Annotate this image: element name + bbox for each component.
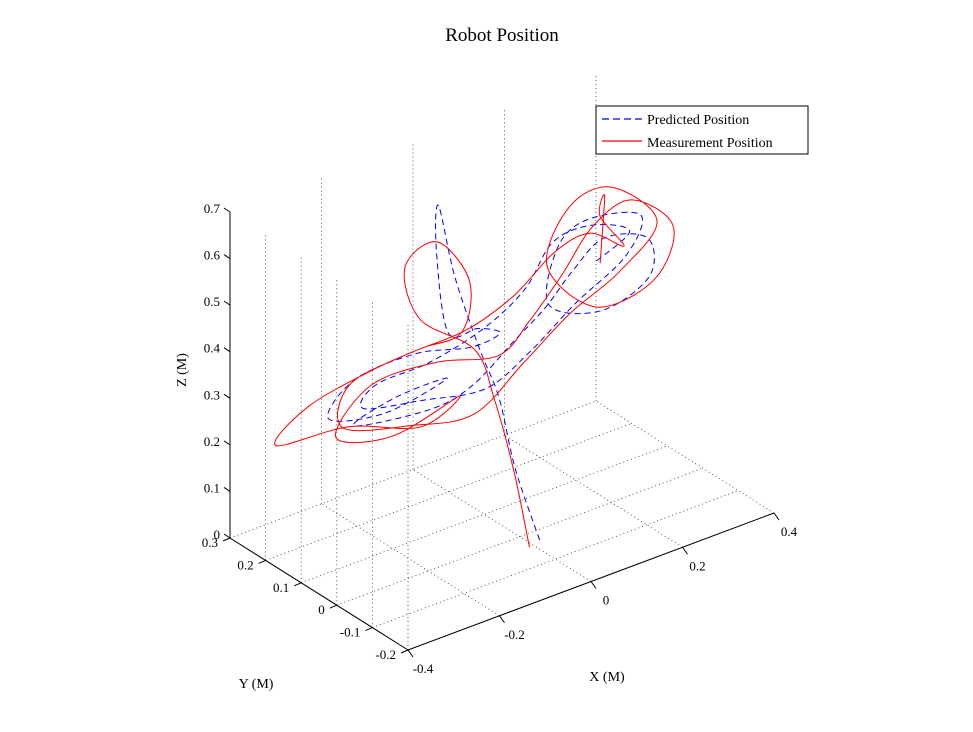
series-line-measurement (274, 186, 675, 548)
legend-box (595, 105, 809, 155)
y-tick-label: -0.1 (340, 625, 361, 640)
z-axis-label: Z (M) (175, 353, 190, 387)
legend: Predicted Position Measurement Position (595, 105, 809, 155)
x-tick-mark (682, 546, 688, 555)
z-tick-label: 0 (214, 527, 221, 542)
y-tick-mark (329, 604, 337, 609)
z-tick-label: 0.4 (204, 341, 221, 356)
y-tick-label: -0.2 (375, 647, 396, 662)
x-tick-label: 0.4 (781, 524, 798, 539)
y-tick-mark (365, 627, 373, 632)
x-tick-label: 0.2 (689, 558, 705, 573)
y-tick-label: 0.1 (273, 580, 289, 595)
y-axis-line (229, 537, 409, 651)
floor-grid-line-x (504, 434, 683, 548)
floor-grid-line-y (372, 490, 739, 628)
z-tick-mark (223, 533, 231, 539)
x-tick-mark (590, 581, 597, 589)
y-tick-mark (222, 537, 231, 542)
y-axis-label: Y (M) (239, 677, 274, 692)
x-axis-label: X (M) (589, 670, 625, 685)
z-tick-mark (223, 207, 231, 213)
floor-grid-line-y (301, 445, 668, 584)
z-tick-mark (223, 347, 231, 353)
z-tick-label: 0.1 (204, 480, 220, 495)
z-tick-mark (223, 440, 231, 446)
y-tick-mark (400, 649, 409, 654)
z-tick-label: 0.6 (204, 248, 221, 263)
floor-grid-line-x (412, 469, 592, 582)
x-tick-mark (499, 615, 505, 624)
x-tick-label: 0 (603, 593, 610, 608)
y-tick-label: 0 (318, 602, 325, 617)
floor-grid-line-x (595, 400, 775, 514)
z-tick-mark (223, 487, 231, 492)
z-tick-label: 0.2 (204, 434, 220, 449)
y-tick-label: 0.3 (202, 535, 218, 550)
chart-title: Robot Position (445, 25, 559, 46)
z-tick-mark (223, 300, 231, 306)
z-tick-mark (223, 254, 231, 259)
series-line-predicted (327, 204, 655, 541)
x-tick-mark (407, 649, 414, 658)
z-tick-mark (223, 393, 231, 399)
y-tick-mark (258, 559, 266, 564)
x-tick-mark (773, 512, 780, 521)
y-tick-label: 0.2 (237, 557, 253, 572)
data-series (274, 186, 675, 548)
z-tick-label: 0.3 (204, 387, 220, 402)
legend-label-predicted: Predicted Position (647, 113, 749, 128)
x-tick-label: -0.4 (413, 661, 434, 676)
z-tick-label: 0.5 (204, 294, 220, 309)
z-tick-label: 0.7 (204, 201, 221, 216)
x-tick-label: -0.2 (504, 627, 525, 642)
axes (222, 207, 780, 658)
tick-labels: -0.4-0.200.20.4-0.2-0.100.10.20.300.10.2… (202, 201, 798, 676)
y-tick-mark (294, 582, 302, 587)
floor-grid-line-x (321, 503, 500, 617)
legend-label-measurement: Measurement Position (647, 136, 773, 151)
